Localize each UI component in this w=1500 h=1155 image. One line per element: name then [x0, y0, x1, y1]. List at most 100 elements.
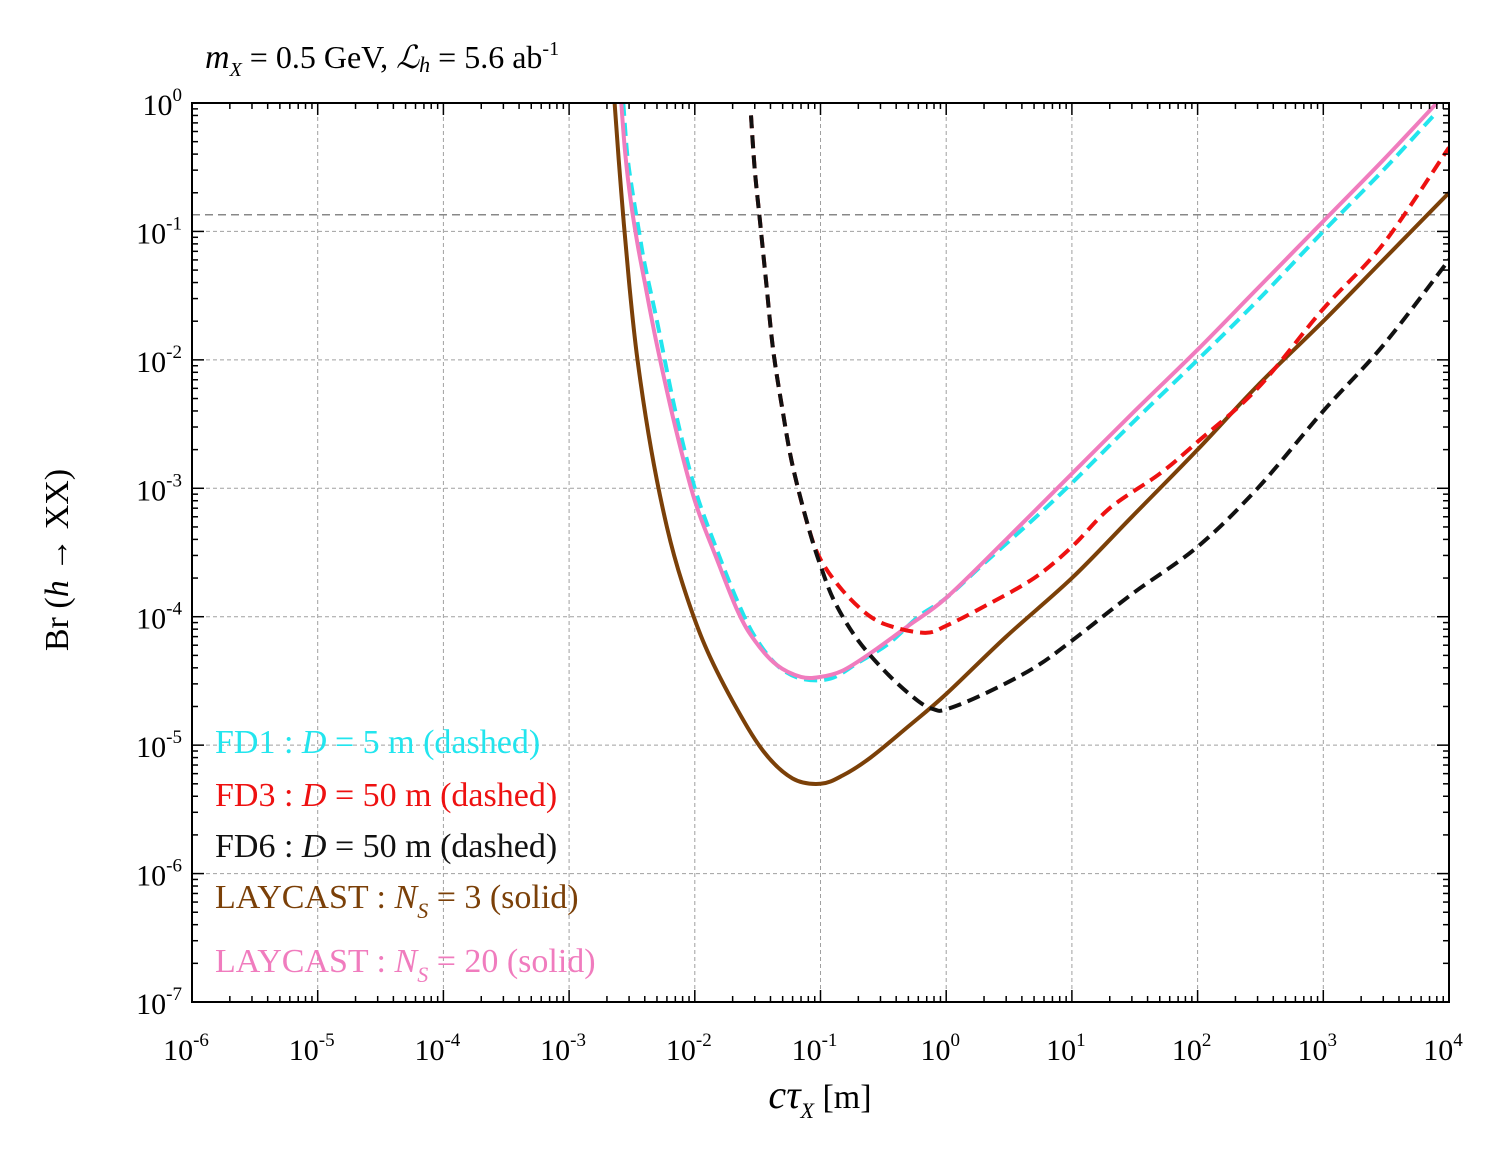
series-line-0	[621, 103, 1439, 683]
legend-entry-fd3: FD3 : D = 50 m (dashed)	[215, 777, 557, 814]
x-tick-exp: 2	[1202, 1030, 1212, 1051]
x-tick-base: 10	[1172, 1034, 1202, 1067]
title-mass: = 0.5 GeV,	[242, 39, 396, 75]
legend-fd1-b: = 5 m (dashed)	[326, 724, 540, 761]
x-tick-base: 10	[540, 1034, 570, 1067]
x-tick-exp: 0	[950, 1030, 960, 1051]
y-axis-rest: → XX)	[39, 469, 76, 580]
x-tick-label: 10-5	[289, 1030, 335, 1067]
x-tick-labels: 10-6 10-5 10-4 10-3 10-2 10-1 100 101 102 103 104	[163, 1030, 1463, 1067]
title-mx-sub: X	[229, 59, 243, 81]
x-axis-sub: X	[800, 1098, 816, 1123]
x-tick-label: 10-4	[414, 1030, 460, 1067]
y-tick-label: 10-7	[136, 984, 182, 1021]
legend-lc3-n: N	[394, 879, 420, 916]
legend-entry-fd6: FD6 : D = 50 m (dashed)	[215, 828, 557, 865]
x-tick-exp: 1	[1076, 1030, 1086, 1051]
y-tick-base: 10	[136, 474, 166, 507]
legend-entry-fd1: FD1 : D = 5 m (dashed)	[215, 724, 540, 761]
x-tick-exp: -2	[696, 1030, 712, 1051]
y-tick-exp: -4	[166, 599, 182, 620]
legend-fd3-d: D	[301, 777, 327, 814]
legend-lc20-n: N	[394, 943, 420, 980]
y-tick-label: 10-4	[136, 599, 182, 636]
x-axis-tau: τ	[786, 1072, 802, 1117]
y-tick-label: 10-1	[136, 213, 182, 250]
title-lumi-sub: h	[419, 52, 430, 77]
x-tick-label: 10-2	[666, 1030, 712, 1067]
y-axis-prefix: Br (	[39, 597, 76, 651]
y-tick-base: 10	[136, 217, 166, 250]
y-tick-label: 10-5	[136, 727, 182, 764]
legend: FD1 : D = 5 m (dashed) FD3 : D = 50 m (d…	[215, 724, 596, 987]
y-tick-exp: -1	[166, 213, 182, 234]
series-line-4	[619, 103, 1439, 681]
x-tick-base: 10	[792, 1034, 822, 1067]
series-line-2	[749, 115, 1449, 713]
x-tick-label: 100	[920, 1030, 960, 1067]
x-tick-exp: -1	[822, 1030, 838, 1051]
x-tick-base: 10	[1423, 1034, 1453, 1067]
x-tick-label: 10-3	[540, 1030, 586, 1067]
tick-marks	[191, 102, 1450, 1003]
y-tick-exp: -3	[166, 470, 182, 491]
y-axis-h: h	[39, 580, 76, 597]
y-tick-exp: -5	[166, 727, 182, 748]
x-axis-unit: [m]	[814, 1079, 872, 1116]
series-layer	[612, 103, 1449, 786]
x-tick-base: 10	[1046, 1034, 1076, 1067]
x-tick-exp: -5	[319, 1030, 335, 1051]
x-tick-base: 10	[163, 1034, 193, 1067]
legend-entry-laycast-3: LAYCAST : NS = 3 (solid)	[215, 879, 579, 923]
y-tick-label: 10-3	[136, 470, 182, 507]
series-line-1	[749, 115, 1449, 635]
legend-lc3-sub: S	[417, 898, 428, 923]
legend-lc20-a: LAYCAST :	[215, 943, 395, 980]
legend-lc3-b: = 3 (solid)	[428, 879, 578, 916]
x-tick-exp: -3	[570, 1030, 586, 1051]
legend-lc20-sub: S	[417, 962, 428, 987]
x-tick-base: 10	[414, 1034, 444, 1067]
legend-lc20-b: = 20 (solid)	[428, 943, 595, 980]
y-tick-exp: -6	[166, 856, 182, 877]
legend-fd1-d: D	[301, 724, 327, 761]
y-tick-label: 100	[143, 85, 183, 122]
x-tick-base: 10	[289, 1034, 319, 1067]
legend-fd6-a: FD6 :	[215, 828, 302, 865]
x-tick-label: 10-1	[792, 1030, 838, 1067]
legend-lc3-a: LAYCAST :	[215, 879, 395, 916]
legend-entry-laycast-20: LAYCAST : NS = 20 (solid)	[215, 943, 596, 987]
legend-fd6-b: = 50 m (dashed)	[326, 828, 557, 865]
x-tick-base: 10	[1298, 1034, 1328, 1067]
x-tick-label: 104	[1423, 1030, 1463, 1067]
y-tick-base: 10	[143, 89, 173, 122]
legend-fd6-d: D	[301, 828, 327, 865]
title-lumi: = 5.6 ab	[430, 39, 542, 75]
y-tick-base: 10	[136, 346, 166, 379]
legend-fd3-b: = 50 m (dashed)	[326, 777, 557, 814]
x-tick-exp: -4	[444, 1030, 460, 1051]
y-tick-label: 10-6	[136, 856, 182, 893]
x-tick-exp: 4	[1453, 1030, 1463, 1051]
x-tick-exp: 3	[1328, 1030, 1338, 1051]
legend-fd3-a: FD3 :	[215, 777, 302, 814]
y-tick-exp: -7	[166, 984, 182, 1005]
y-axis-title: Br (h → XX)	[39, 469, 76, 651]
y-tick-base: 10	[136, 603, 166, 636]
chart-title: mX = 0.5 GeV, ℒh = 5.6 ab-1	[205, 38, 559, 81]
title-lumi-symbol: ℒ	[396, 39, 420, 75]
y-tick-exp: 0	[173, 85, 183, 106]
x-tick-label: 103	[1298, 1030, 1338, 1067]
x-tick-label: 101	[1046, 1030, 1086, 1067]
series-line-3	[612, 103, 1449, 786]
legend-fd1-a: FD1 :	[215, 724, 302, 761]
y-tick-label: 10-2	[136, 342, 182, 379]
title-mx-symbol: m	[205, 39, 230, 76]
y-tick-base: 10	[136, 860, 166, 893]
x-tick-base: 10	[920, 1034, 950, 1067]
gridlines	[192, 103, 1449, 1002]
y-tick-exp: -2	[166, 342, 182, 363]
x-tick-exp: -6	[193, 1030, 209, 1051]
x-axis-c: c	[768, 1072, 786, 1117]
